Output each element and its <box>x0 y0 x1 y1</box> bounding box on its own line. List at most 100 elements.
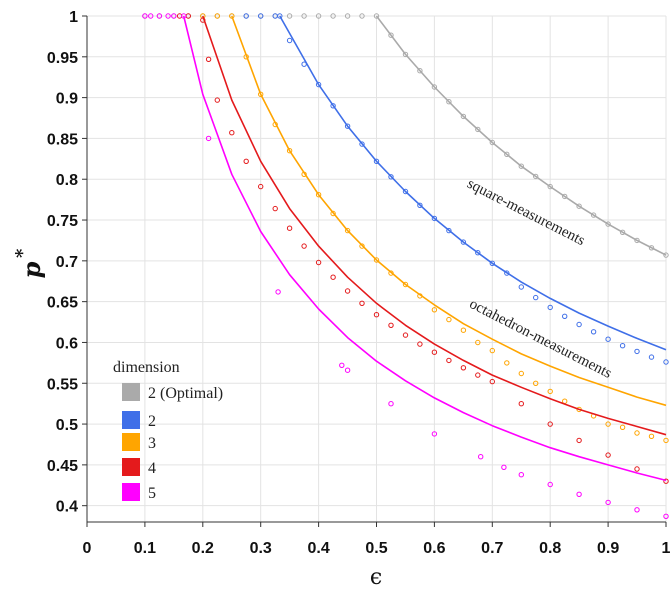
series-layer <box>142 13 669 519</box>
data-point <box>478 454 484 460</box>
data-point <box>446 357 452 364</box>
data-point <box>518 370 524 377</box>
x-tick-label: 0.2 <box>192 540 214 557</box>
x-tick-label: 0.3 <box>250 540 272 557</box>
data-point <box>547 304 553 311</box>
data-point <box>272 121 278 128</box>
data-point <box>388 32 394 38</box>
data-point <box>605 421 611 427</box>
grid-lines <box>86 15 667 522</box>
data-point <box>156 13 163 19</box>
data-point <box>475 372 481 378</box>
x-tick-label: 1 <box>662 540 671 557</box>
y-tick-label: 0.55 <box>47 376 78 393</box>
series-line-5 <box>182 15 667 482</box>
data-point <box>344 13 351 19</box>
data-point <box>330 13 336 19</box>
x-tick-label: 0.5 <box>365 540 387 557</box>
data-point <box>258 183 264 190</box>
legend-swatch-3 <box>122 433 140 451</box>
data-point <box>315 13 322 19</box>
data-point <box>315 81 322 88</box>
series-line-2-optimal <box>375 15 667 256</box>
data-point <box>518 163 524 169</box>
data-point <box>634 237 640 244</box>
data-point <box>619 424 626 430</box>
data-point <box>286 37 293 44</box>
data-point <box>272 205 278 212</box>
data-point <box>475 126 481 133</box>
data-point <box>489 260 495 266</box>
y-axis-title: p * <box>12 248 46 278</box>
data-point <box>301 61 307 67</box>
data-point <box>533 294 539 301</box>
tick-labels: 0 0.1 0.2 0.3 0.4 0.5 0.6 0.7 0.8 0.9 1 0.4 0.45 0.5 0… <box>47 9 671 557</box>
data-point <box>590 329 597 335</box>
data-point <box>562 193 568 200</box>
data-point <box>402 51 409 58</box>
data-point <box>501 464 507 470</box>
data-point <box>417 68 423 74</box>
data-point <box>315 192 322 198</box>
legend-label-2: 2 <box>148 413 156 430</box>
data-point <box>315 259 322 266</box>
data-point <box>359 300 365 306</box>
data-point <box>446 227 452 234</box>
data-point <box>330 210 336 217</box>
y-tick-label: 0.4 <box>56 499 78 516</box>
y-axis-title-superscript: * <box>12 248 33 258</box>
data-point <box>518 401 524 407</box>
y-tick-label: 0.6 <box>56 335 78 352</box>
data-point <box>243 54 249 60</box>
data-point <box>344 123 351 129</box>
data-point <box>663 513 669 519</box>
data-point <box>330 274 336 280</box>
data-point <box>301 171 307 178</box>
data-point <box>301 243 307 249</box>
data-point <box>446 99 452 105</box>
data-point <box>648 354 655 360</box>
legend-swatch-4 <box>122 458 140 476</box>
data-point <box>431 431 438 437</box>
legend-label-2-optimal: 2 (Optimal) <box>148 385 223 402</box>
data-point <box>460 365 467 371</box>
series-2-optimal <box>142 13 669 258</box>
data-point <box>258 13 264 19</box>
data-point <box>663 359 669 365</box>
data-point <box>648 245 655 251</box>
data-point <box>171 13 177 19</box>
data-point <box>619 343 626 349</box>
data-point <box>229 130 235 136</box>
data-point <box>402 281 409 288</box>
data-point <box>431 307 438 313</box>
data-point <box>388 174 394 180</box>
series-5 <box>142 13 669 519</box>
data-point <box>373 312 380 318</box>
data-point <box>417 341 423 347</box>
annotation-square-measurements: square-measurements <box>464 176 587 249</box>
data-point <box>475 250 481 256</box>
data-point <box>258 91 264 98</box>
y-tick-label: 0.65 <box>47 295 78 312</box>
data-point <box>489 347 495 354</box>
data-point <box>590 212 597 218</box>
data-point <box>359 141 365 147</box>
data-point <box>518 284 524 290</box>
data-point <box>605 452 611 458</box>
data-point <box>576 203 582 209</box>
data-point <box>605 221 611 227</box>
data-point <box>576 321 582 328</box>
data-point <box>547 183 553 190</box>
y-tick-label: 0.7 <box>56 254 78 271</box>
data-point <box>547 421 553 427</box>
data-point <box>373 158 380 165</box>
series-4 <box>176 13 669 484</box>
data-point <box>619 229 626 236</box>
data-point <box>634 430 640 436</box>
data-point <box>388 270 394 276</box>
data-point <box>165 13 171 19</box>
data-point <box>344 367 351 373</box>
series-line-3 <box>231 15 667 407</box>
data-point <box>214 13 221 19</box>
annotations: square-measurements octahedron-measureme… <box>464 176 614 382</box>
